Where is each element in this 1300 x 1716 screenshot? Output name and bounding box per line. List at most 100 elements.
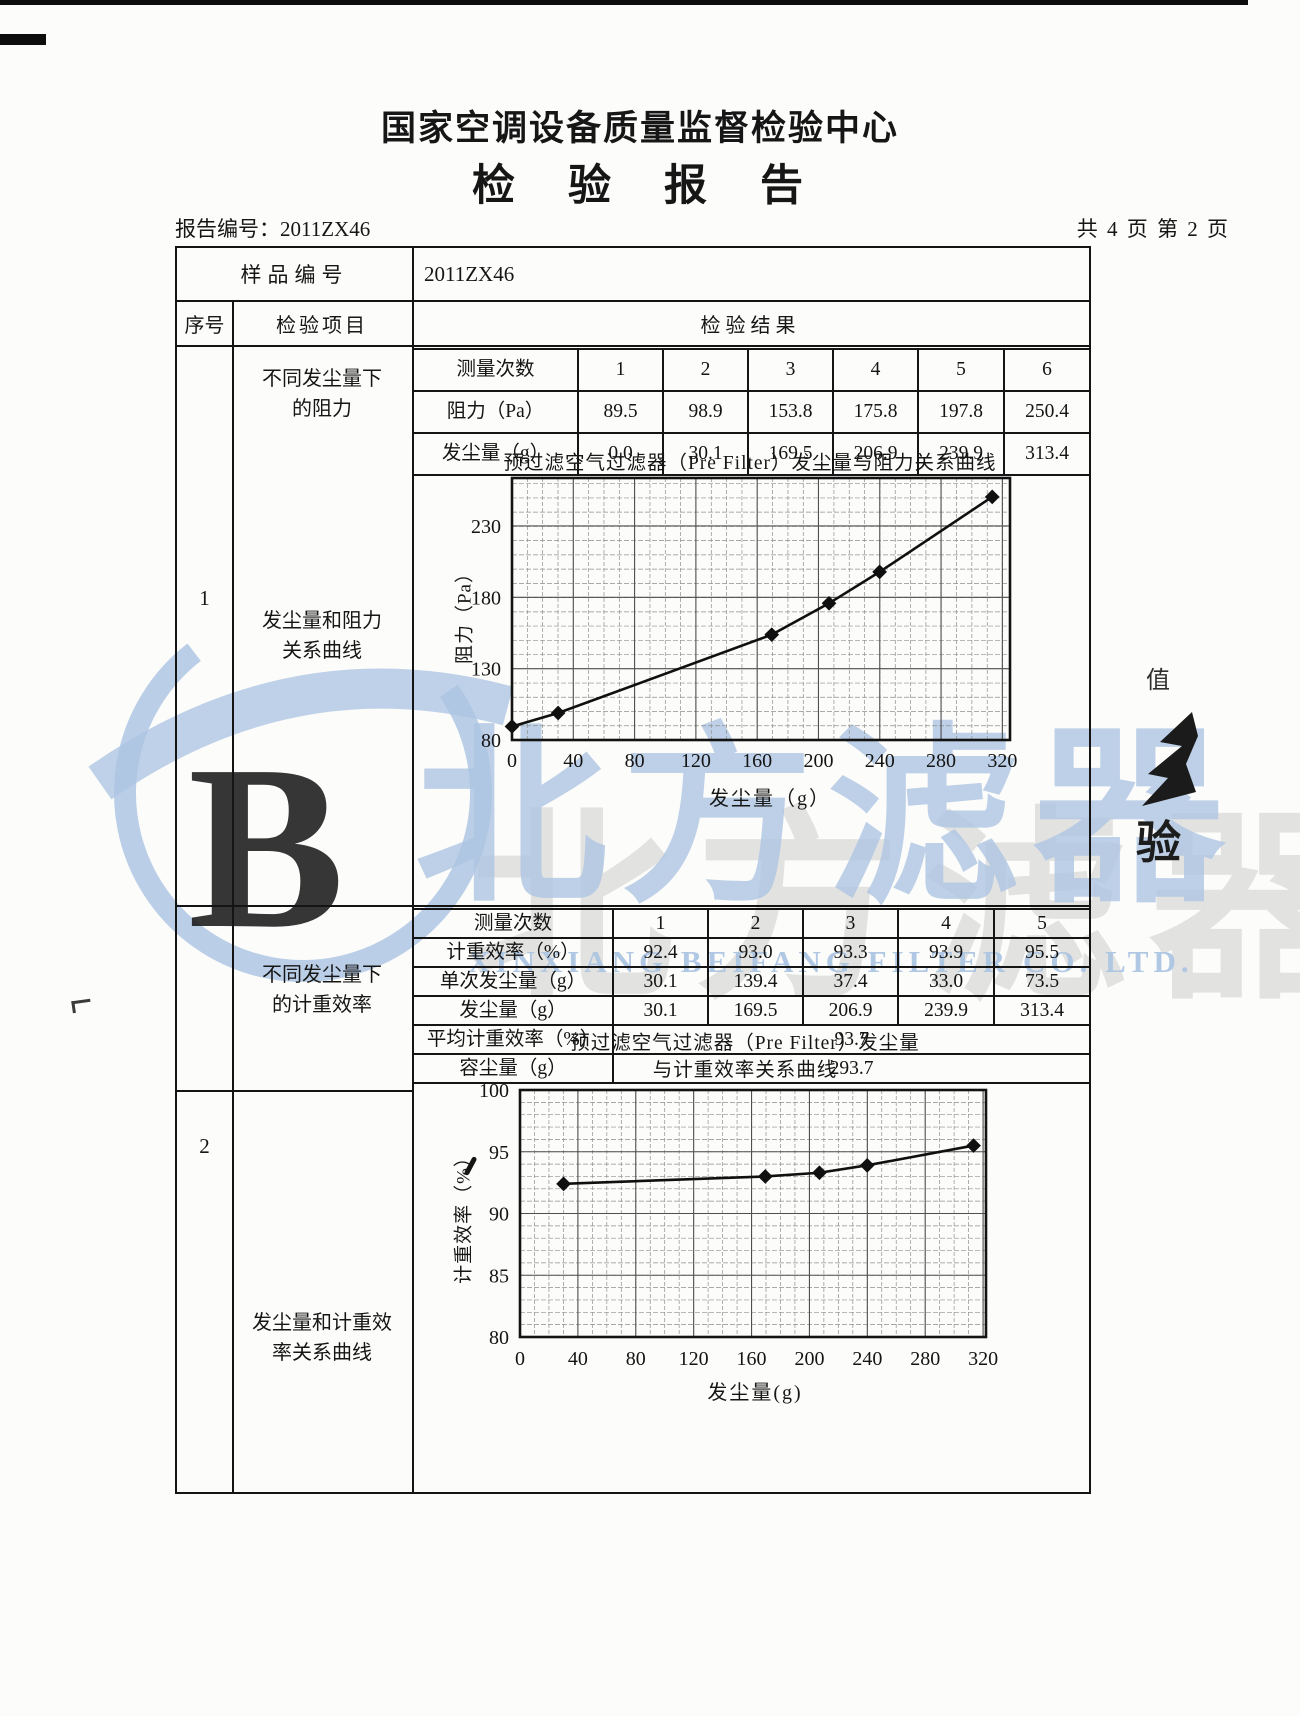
cell: 30.1 <box>662 432 749 476</box>
row-label: 平均计重效率（%） <box>412 1024 614 1055</box>
cell: 313.4 <box>993 995 1091 1026</box>
cell: 3 <box>802 908 899 939</box>
table-row: 测量次数 1 2 3 4 5 <box>412 908 1091 939</box>
svg-text:80: 80 <box>489 1327 509 1349</box>
svg-text:80: 80 <box>626 1348 646 1370</box>
svg-text:90: 90 <box>489 1204 509 1226</box>
cell: 206.9 <box>802 995 899 1026</box>
edge-stamp-fragment: 值 <box>1146 668 1172 694</box>
merged-cell: 93.7 <box>612 1024 1091 1055</box>
table-line <box>177 300 1089 302</box>
cell: 4 <box>832 348 919 392</box>
table-row: 容尘量（g） 293.7 <box>412 1053 1091 1084</box>
svg-text:320: 320 <box>968 1348 998 1370</box>
page-title: 检 验 报 告 <box>472 163 808 210</box>
chart2-xlabel: 发尘量(g) <box>707 1382 803 1404</box>
column-header-seq: 序号 <box>184 315 225 337</box>
cell: 37.4 <box>802 966 899 997</box>
cell: 89.5 <box>577 390 664 434</box>
svg-text:80: 80 <box>481 730 501 752</box>
table-row: 计重效率（%） 92.4 93.0 93.3 93.9 95.5 <box>412 937 1091 968</box>
cell: 239.9 <box>917 432 1005 476</box>
cell: 4 <box>897 908 995 939</box>
chart1-xlabel: 发尘量（g） <box>709 788 831 810</box>
pen-mark <box>71 998 92 1014</box>
scan-edge-artifact <box>0 0 1248 5</box>
cell: 239.9 <box>897 995 995 1026</box>
efficiency-data-table: 测量次数 1 2 3 4 5 计重效率（%） 92.4 93.0 93.3 93… <box>412 908 1091 1084</box>
table-line <box>177 1090 414 1092</box>
cell: 169.5 <box>747 432 834 476</box>
svg-text:200: 200 <box>803 750 833 772</box>
label-line: 率关系曲线 <box>272 1342 372 1364</box>
label-line: 不同发尘量下 <box>262 964 382 986</box>
cell: 93.9 <box>897 937 995 968</box>
svg-text:0: 0 <box>507 750 517 772</box>
svg-text:40: 40 <box>563 750 583 772</box>
report-number: 报告编号：2011ZX46 <box>175 217 371 241</box>
svg-text:230: 230 <box>471 516 501 538</box>
cell: 5 <box>917 348 1005 392</box>
svg-text:240: 240 <box>865 750 895 772</box>
edge-stamp-arrow <box>1142 712 1198 806</box>
svg-text:240: 240 <box>852 1348 882 1370</box>
chart2-ylabel: 计重效率（%） <box>453 1147 475 1284</box>
cell: 313.4 <box>1003 432 1091 476</box>
svg-text:40: 40 <box>568 1348 588 1370</box>
svg-text:280: 280 <box>910 1348 940 1370</box>
cell: 93.3 <box>802 937 899 968</box>
cell: 197.8 <box>917 390 1005 434</box>
chart2-title-line2: 与计重效率关系曲线 <box>652 1060 838 1081</box>
svg-text:80: 80 <box>625 750 645 772</box>
row-label: 容尘量（g） <box>412 1053 614 1084</box>
cell: 250.4 <box>1003 390 1091 434</box>
main-table: 样品编号 2011ZX46 序号 检验项目 检验结果 1 不同发尘量下 的阻力 … <box>175 246 1091 1494</box>
svg-text:120: 120 <box>679 1348 709 1370</box>
table-row: 发尘量（g） 0.0 30.1 169.5 206.9 239.9 313.4 <box>412 432 1091 476</box>
section1-curve-label: 发尘量和阻力 关系曲线 <box>232 606 412 666</box>
table-line <box>177 905 1089 907</box>
chart1-ylabel: 阻力（Pa） <box>454 563 476 665</box>
label-line: 发尘量和阻力 <box>262 610 382 632</box>
row-label: 单次发尘量（g） <box>412 966 614 997</box>
page-indicator: 共 4 页 第 2 页 <box>1076 217 1230 241</box>
cell: 30.1 <box>612 995 709 1026</box>
svg-text:0: 0 <box>515 1348 525 1370</box>
svg-text:280: 280 <box>926 750 956 772</box>
svg-text:180: 180 <box>471 587 501 609</box>
sample-no-value: 2011ZX46 <box>424 261 515 286</box>
svg-text:120: 120 <box>681 750 711 772</box>
efficiency-chart: 0 40 80 120 160 200 240 280 320 80 85 90 95 100 <box>479 1080 998 1370</box>
table-row: 测量次数 1 2 3 4 5 6 <box>412 348 1091 392</box>
cell: 95.5 <box>993 937 1091 968</box>
section2-curve-label: 发尘量和计重效 率关系曲线 <box>232 1308 412 1368</box>
section1-seq: 1 <box>199 585 210 610</box>
edge-stamp-glyph: 验 <box>1136 818 1182 868</box>
cell: 0.0 <box>577 432 664 476</box>
label-line: 不同发尘量下 <box>262 368 382 390</box>
cell: 98.9 <box>662 390 749 434</box>
resistance-data-table: 测量次数 1 2 3 4 5 6 阻力（Pa） 89.5 98.9 153.8 … <box>412 348 1091 476</box>
chart1-title: 预过滤空气过滤器（Pre Filter）发尘量与阻力关系曲线 <box>503 453 997 474</box>
cell: 139.4 <box>707 966 804 997</box>
chart2-title-line1: 预过滤空气过滤器（Pre Filter）发尘量 <box>570 1033 920 1054</box>
section2-item-label: 不同发尘量下 的计重效率 <box>232 960 412 1020</box>
label-line: 的阻力 <box>292 398 352 420</box>
column-header-item: 检验项目 <box>276 315 368 337</box>
cell: 30.1 <box>612 966 709 997</box>
table-line <box>177 345 1089 347</box>
cell: 206.9 <box>832 432 919 476</box>
table-row: 发尘量（g） 30.1 169.5 206.9 239.9 313.4 <box>412 995 1091 1026</box>
org-title: 国家空调设备质量监督检验中心 <box>380 109 899 148</box>
cell: 1 <box>612 908 709 939</box>
row-label: 测量次数 <box>412 908 614 939</box>
cell: 3 <box>747 348 834 392</box>
row-label: 发尘量（g） <box>412 995 614 1026</box>
svg-text:160: 160 <box>742 750 772 772</box>
table-row: 单次发尘量（g） 30.1 139.4 37.4 33.0 73.5 <box>412 966 1091 997</box>
row-label: 测量次数 <box>412 348 579 392</box>
cell: 169.5 <box>707 995 804 1026</box>
cell: 153.8 <box>747 390 834 434</box>
